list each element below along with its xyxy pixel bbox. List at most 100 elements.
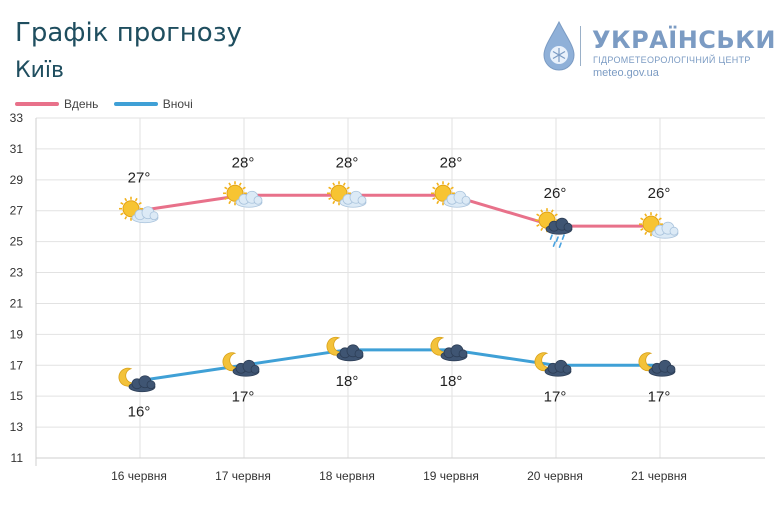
sun-ray — [540, 227, 544, 231]
day-temp-label: 26° — [648, 185, 671, 202]
sun-ray — [134, 197, 138, 202]
cloud-puff — [250, 364, 260, 374]
logo-name: УКРАЇНСЬКИЙ — [592, 26, 778, 54]
sun-ray — [120, 202, 124, 205]
logo-separator — [580, 26, 581, 66]
sun-ray — [224, 186, 228, 190]
cloud-puff — [149, 211, 159, 221]
sun-cloud-icon — [223, 181, 263, 208]
legend-label-night: Вночі — [162, 97, 193, 111]
y-tick-label: 27 — [10, 204, 24, 218]
logo-url[interactable]: meteo.gov.ua — [593, 67, 659, 79]
y-tick-label: 15 — [10, 389, 24, 403]
sun-ray — [640, 217, 644, 221]
sun-ray — [342, 182, 346, 186]
cloud-puff — [563, 222, 573, 232]
cloud-puff — [357, 195, 367, 205]
water-drop-icon — [543, 20, 575, 71]
night-temp-label: 18° — [440, 373, 463, 390]
day-temp-label: 28° — [440, 154, 463, 171]
sun-rain-cloud-icon — [535, 208, 573, 248]
legend-item-night[interactable]: Вночі — [113, 97, 193, 111]
cloud — [440, 344, 468, 362]
cloud — [544, 359, 572, 377]
cloud — [336, 344, 364, 362]
sun-ray — [332, 182, 336, 186]
cloud-puff — [146, 380, 156, 390]
sun-ray — [332, 200, 336, 205]
sun-ray — [328, 197, 332, 200]
legend-swatch-night — [113, 102, 158, 106]
y-tick-label: 29 — [10, 173, 24, 187]
day-temp-label: 28° — [232, 154, 255, 171]
legend-item-day[interactable]: Вдень — [15, 97, 98, 111]
sun-ray — [346, 186, 350, 190]
moon-cloud-icon — [222, 352, 260, 377]
y-tick-label: 17 — [10, 358, 24, 372]
sun-ray — [640, 227, 644, 231]
moon-cloud-icon — [430, 336, 468, 362]
sun-ray — [536, 213, 540, 217]
moon-cloud-icon — [118, 367, 156, 393]
sun-ray — [550, 209, 554, 213]
y-tick-label: 21 — [10, 296, 24, 310]
cloud — [339, 190, 367, 208]
cloud — [545, 217, 573, 235]
cloud — [651, 221, 679, 239]
night-temp-label: 17° — [648, 388, 671, 405]
rain-drop — [558, 242, 562, 248]
y-tick-label: 19 — [10, 327, 24, 341]
x-tick-label: 16 червня — [111, 469, 167, 483]
legend-label-day: Вдень — [64, 97, 99, 111]
sun-cloud-icon — [431, 181, 471, 208]
sun-ray — [124, 197, 128, 202]
cloud — [443, 190, 471, 208]
rain-drop — [552, 241, 556, 247]
sun-ray — [446, 182, 450, 186]
cloud — [128, 375, 156, 393]
cloud — [131, 206, 159, 224]
night-temp-label: 17° — [544, 388, 567, 405]
rain-drop — [549, 234, 553, 240]
chart-grid — [35, 117, 765, 466]
chart-labels: 11 13 15 17 19 21 23 25 27 29 31 33 16 червня 17 черв… — [10, 111, 687, 483]
sun-ray — [536, 223, 540, 227]
cloud-puff — [461, 195, 471, 205]
y-tick-label: 31 — [10, 142, 24, 156]
sun-ray — [654, 213, 658, 217]
night-temp-label: 16° — [128, 404, 151, 421]
chart-legend: Вдень Вночі — [15, 95, 205, 111]
x-tick-label: 17 червня — [215, 469, 271, 483]
sun-ray — [644, 231, 648, 235]
moon-cloud-icon — [638, 352, 676, 377]
sun-ray — [432, 186, 436, 190]
cloud-puff — [253, 195, 263, 205]
y-tick-label: 11 — [11, 451, 24, 465]
cloud-puff — [458, 349, 468, 359]
cloud — [232, 359, 260, 377]
sun-ray — [224, 197, 228, 200]
night-temp-label: 18° — [336, 373, 359, 390]
sun-ray — [242, 186, 246, 190]
y-tick-label: 13 — [10, 420, 24, 434]
sun-ray — [450, 186, 454, 190]
sun-ray — [658, 217, 662, 221]
moon-cloud-icon — [534, 352, 572, 377]
chart-icons — [118, 181, 679, 393]
city-name: Київ — [15, 58, 64, 83]
rain-drop — [561, 234, 565, 240]
sun-cloud-icon — [119, 196, 159, 224]
logo[interactable]: УКРАЇНСЬКИЙ ГІДРОМЕТЕОРОЛОГІЧНИЙ ЦЕНТР m… — [542, 20, 778, 79]
x-tick-label: 21 червня — [631, 469, 687, 483]
day-temp-label: 28° — [336, 154, 359, 171]
sun-cloud-icon — [639, 212, 679, 239]
rain-drops — [549, 234, 565, 248]
moon-cloud-icon — [326, 336, 364, 362]
cloud-puff — [354, 349, 364, 359]
cloud — [648, 359, 676, 377]
sun-rays — [431, 181, 455, 206]
sun-ray — [436, 200, 440, 205]
cloud-puff — [669, 226, 679, 236]
sun-ray — [436, 182, 440, 186]
chart-lines — [138, 193, 659, 383]
